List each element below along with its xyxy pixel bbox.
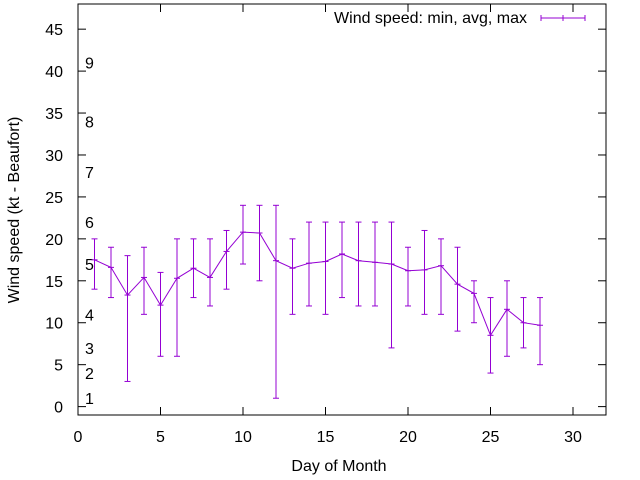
legend: Wind speed: min, avg, max [334,10,586,27]
x-tick-label: 5 [156,429,165,446]
y-tick-label: 35 [45,106,63,123]
avg-line [94,231,541,337]
y-tick-label: 15 [45,274,63,291]
beaufort-label: 4 [85,307,94,324]
x-tick-label: 0 [74,429,83,446]
y-axis-title: Wind speed (kt - Beaufort) [6,117,23,304]
plot-border [77,3,607,416]
x-axis-title: Day of Month [291,458,386,475]
y-tick-label: 0 [54,400,63,417]
y-tick-label: 45 [45,22,63,39]
beaufort-label: 7 [85,165,94,182]
beaufort-label: 2 [85,366,94,383]
data-series [91,204,543,399]
y-tick-label: 40 [45,64,63,81]
x-tick-label: 30 [564,429,582,446]
y-tick-label: 20 [45,232,63,249]
beaufort-label: 8 [85,114,94,131]
y-tick-label: 25 [45,190,63,207]
y-tick-label: 5 [54,358,63,375]
beaufort-label: 3 [85,341,94,358]
y-tick-label: 10 [45,316,63,333]
x-tick-label: 15 [317,429,335,446]
beaufort-label: 9 [85,56,94,73]
x-tick-label: 25 [482,429,500,446]
beaufort-label: 6 [85,215,94,232]
beaufort-label: 1 [85,391,94,408]
beaufort-scale: 1 2 3 4 5 6 7 8 9 [85,56,94,409]
beaufort-label: 5 [85,257,94,274]
legend-label: Wind speed: min, avg, max [334,10,527,27]
x-tick-label: 20 [399,429,417,446]
x-tick-label: 10 [234,429,252,446]
y-tick-label: 30 [45,148,63,165]
